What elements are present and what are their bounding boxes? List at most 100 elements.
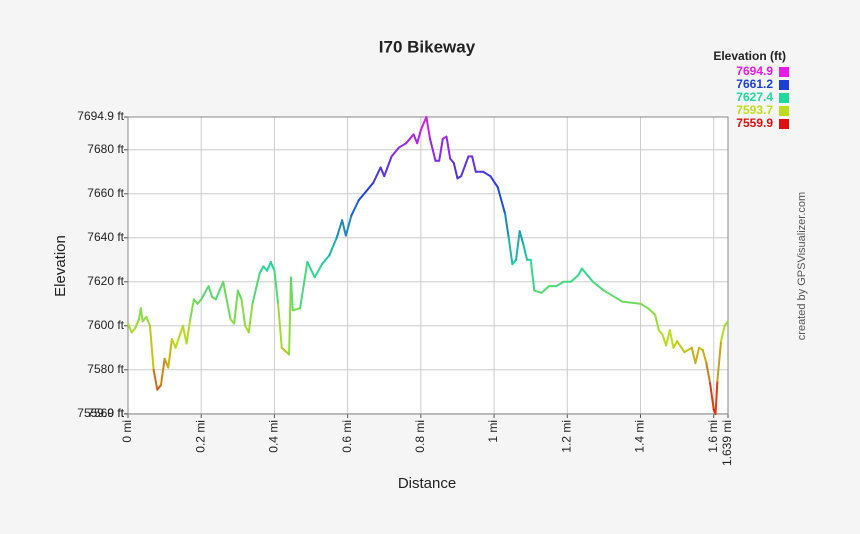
elevation-segment (207, 285, 214, 299)
y-tick-label: 7560 ft (87, 406, 124, 420)
elevation-segment (569, 274, 580, 283)
elevation-segment (167, 337, 173, 369)
y-tick-label: 7600 ft (87, 318, 124, 332)
y-tick-label: 7660 ft (87, 186, 124, 200)
y-axis-label: Elevation (52, 235, 69, 297)
legend-title: Elevation (ft) (713, 49, 786, 63)
legend-value: 7694.9 (736, 64, 773, 78)
y-tick-label: 7694.9 ft (77, 109, 124, 123)
x-axis-label: Distance (398, 475, 456, 492)
legend-swatch (779, 67, 789, 77)
x-tick-label: 0 mi (120, 420, 134, 443)
legend-value: 7593.7 (736, 103, 773, 117)
elevation-segment (134, 318, 140, 329)
x-tick-label: 1.639 mi (720, 420, 734, 466)
elevation-segment (306, 260, 316, 279)
x-tick-label: 0.6 mi (340, 420, 354, 453)
elevation-segment (289, 276, 294, 312)
elevation-segment (159, 357, 166, 387)
elevation-segment (489, 175, 499, 189)
elevation-segment (661, 333, 668, 347)
elevation-segment (701, 348, 708, 365)
y-tick-label: 7680 ft (87, 142, 124, 156)
elevation-segment (390, 146, 400, 158)
elevation-segment (425, 116, 432, 140)
legend-value: 7627.4 (736, 90, 773, 104)
elevation-segment (533, 289, 543, 294)
elevation-segment (416, 128, 422, 145)
elevation-segment (694, 346, 701, 365)
legend-swatch (779, 93, 789, 103)
elevation-segment (383, 155, 393, 178)
elevation-segment (602, 289, 624, 303)
elevation-segment (639, 302, 649, 310)
elevation-segment (683, 346, 693, 354)
elevation-segment (716, 340, 723, 382)
elevation-segment (328, 236, 338, 257)
elevation-segment (341, 219, 347, 237)
elevation-segment (672, 340, 679, 349)
elevation-segment (518, 230, 525, 246)
elevation-segment (247, 302, 254, 334)
legend-swatch (779, 119, 789, 129)
elevation-segment (277, 302, 283, 349)
elevation-segment (350, 199, 360, 217)
elevation-segment (429, 137, 437, 162)
elevation-segment (496, 186, 507, 215)
plot-area (128, 117, 728, 414)
elevation-segment (273, 269, 280, 305)
elevation-segment (705, 362, 712, 384)
elevation-segment (181, 324, 188, 345)
elevation-segment (357, 190, 367, 202)
elevation-segment (313, 263, 324, 279)
elevation-segment (269, 260, 276, 272)
elevation-segment (258, 265, 265, 274)
elevation-segment (236, 289, 243, 301)
elevation-segment (152, 368, 159, 391)
elevation-segment (288, 276, 292, 356)
elevation-segment (591, 280, 605, 292)
elevation-segment (222, 280, 232, 321)
elevation-segment (280, 346, 291, 356)
legend-swatch (779, 106, 789, 116)
elevation-segment (397, 142, 408, 149)
elevation-segment (445, 135, 452, 160)
elevation-segment (185, 318, 192, 345)
elevation-segment (515, 230, 521, 261)
elevation-segment (709, 381, 715, 411)
elevation-segment (522, 243, 529, 261)
x-tick-label: 1 mi (486, 420, 500, 443)
elevation-segment (714, 379, 719, 415)
elevation-segment (321, 254, 331, 266)
elevation-segment (690, 346, 697, 365)
x-tick-label: 1.2 mi (559, 420, 573, 453)
elevation-segment (720, 324, 726, 343)
elevation-segment (189, 298, 195, 321)
x-tick-label: 0.8 mi (413, 420, 427, 453)
elevation-segment (127, 322, 133, 334)
elevation-segment (460, 155, 470, 178)
elevation-segment (148, 324, 155, 371)
elevation-segment (668, 329, 675, 349)
elevation-segment (540, 285, 550, 294)
legend-swatch (779, 80, 789, 90)
x-tick-label: 1.4 mi (633, 420, 647, 453)
elevation-segment (251, 271, 261, 305)
x-tick-label: 1.6 mi (706, 420, 720, 453)
x-tick-label: 0.4 mi (267, 420, 281, 453)
elevation-segment (240, 298, 247, 327)
elevation-segment (555, 280, 565, 288)
elevation-segment (676, 340, 686, 354)
elevation-segment (291, 307, 302, 312)
elevation-segment (621, 300, 642, 305)
elevation-segment (174, 324, 184, 349)
elevation-segment (438, 137, 444, 162)
elevation-segment (723, 320, 729, 327)
elevation-segment (379, 166, 386, 178)
elevation-segment (507, 236, 514, 266)
elevation-segment (299, 260, 309, 310)
elevation-segment (654, 313, 660, 332)
elevation-segment (200, 285, 210, 301)
elevation-segment (233, 289, 239, 325)
